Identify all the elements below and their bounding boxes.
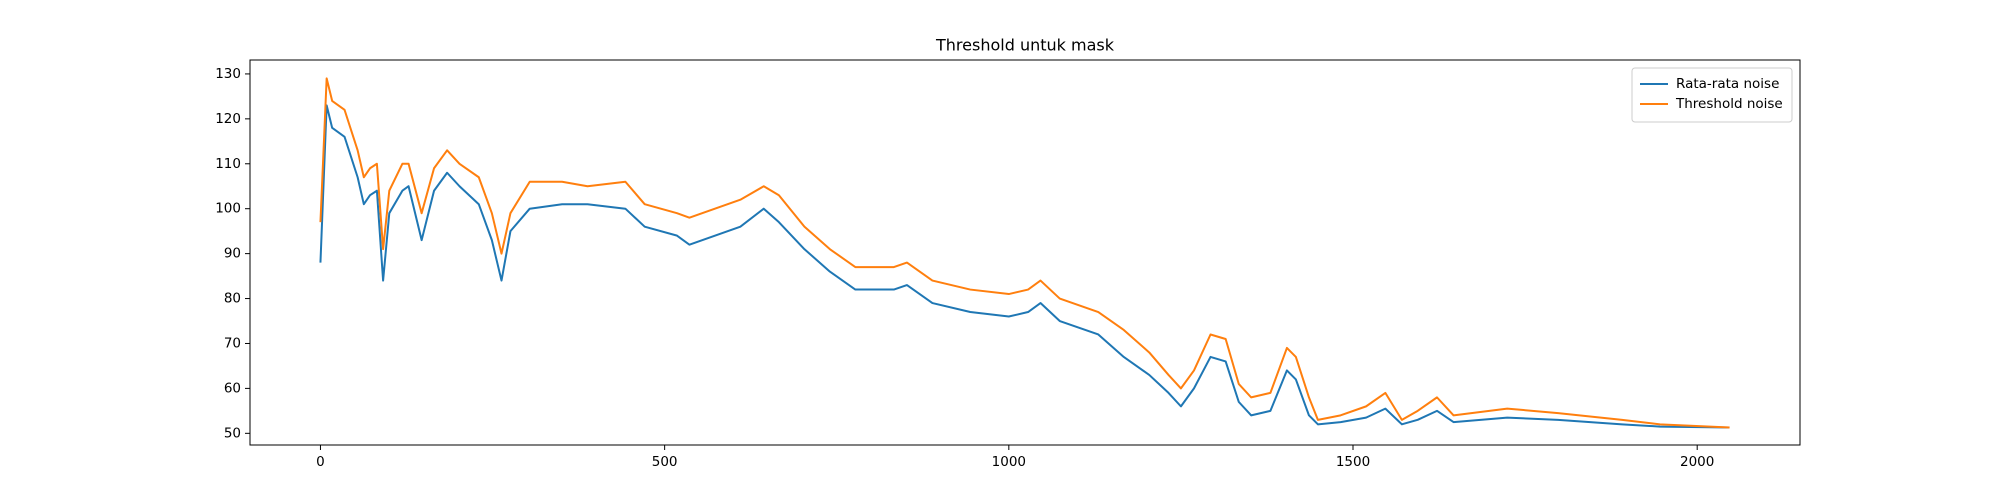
line-series: [319, 104, 1730, 429]
y-tick-label: 50: [224, 425, 241, 441]
y-tick-label: 100: [215, 201, 241, 217]
plot-frame: [249, 59, 1801, 446]
x-tick-label: 500: [652, 454, 678, 470]
chart-title: Threshold untuk mask: [935, 36, 1115, 55]
x-tick-label: 1500: [1336, 454, 1370, 470]
x-tick-label: 1000: [992, 454, 1026, 470]
y-tick-label: 90: [224, 246, 241, 262]
line-series: [319, 77, 1730, 429]
x-tick-label: 0: [316, 454, 325, 470]
y-tick-label: 110: [215, 156, 241, 172]
legend-label: Threshold noise: [1675, 96, 1783, 112]
y-tick-label: 60: [224, 380, 241, 396]
legend: Rata-rata noise Threshold noise: [1631, 67, 1793, 123]
y-tick-label: 130: [215, 66, 241, 82]
legend-label: Rata-rata noise: [1676, 76, 1779, 92]
x-tick-label: 2000: [1680, 454, 1714, 470]
y-tick-label: 80: [224, 291, 241, 307]
y-tick-label: 70: [224, 335, 241, 351]
legend-box: [1631, 67, 1793, 123]
y-tick-label: 120: [215, 111, 241, 127]
